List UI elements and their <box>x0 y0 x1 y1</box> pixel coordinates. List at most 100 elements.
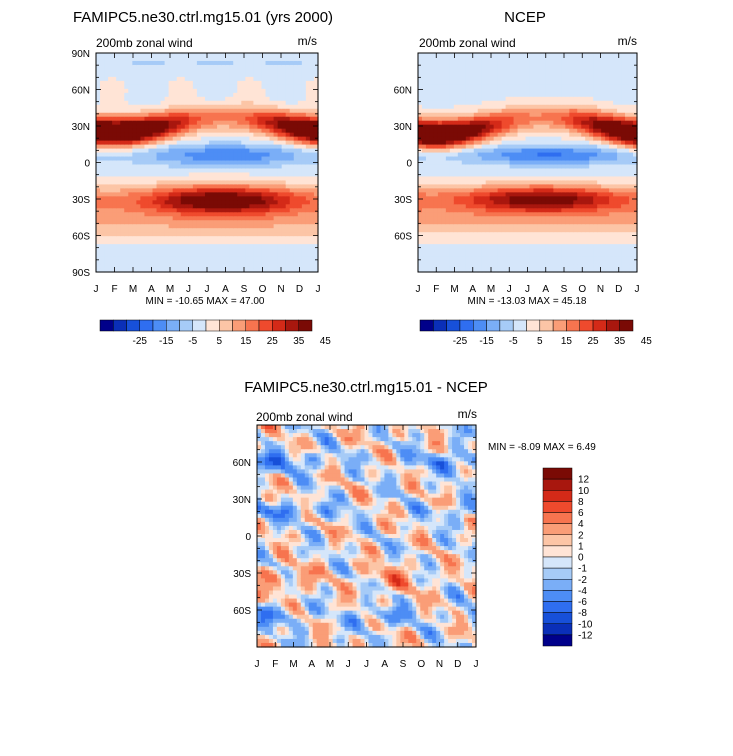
heatmap-cell <box>497 56 503 62</box>
heatmap-cell <box>120 136 125 142</box>
heatmap-cell <box>164 252 170 257</box>
heatmap-cell <box>545 264 550 269</box>
heatmap-cell <box>301 196 307 201</box>
heatmap-cell <box>517 72 523 78</box>
heatmap-cell <box>229 204 234 209</box>
heatmap-cell <box>108 104 113 110</box>
heatmap-cell <box>184 108 190 114</box>
heatmap-cell <box>469 168 475 174</box>
heatmap-cell <box>148 244 154 249</box>
heatmap-cell <box>213 148 218 154</box>
heatmap-cell <box>213 72 218 78</box>
heatmap-cell <box>140 232 146 237</box>
heatmap-cell <box>441 88 447 94</box>
heatmap-cell <box>513 168 519 174</box>
heatmap-cell <box>517 84 523 90</box>
heatmap-cell <box>541 260 547 265</box>
heatmap-cell <box>449 260 455 265</box>
heatmap-cell <box>461 200 467 205</box>
heatmap-cell <box>229 184 234 189</box>
heatmap-cell <box>237 196 242 201</box>
heatmap-cell <box>100 156 105 162</box>
heatmap-cell <box>481 68 487 74</box>
heatmap-cell <box>313 72 319 78</box>
heatmap-cell <box>245 196 250 201</box>
heatmap-cell <box>445 232 451 237</box>
colorbar-box <box>166 319 180 332</box>
heatmap-cell <box>493 168 499 174</box>
heatmap-cell <box>281 180 287 185</box>
heatmap-cell <box>461 124 467 130</box>
heatmap-cell <box>465 100 471 106</box>
heatmap-cell <box>148 96 154 102</box>
heatmap-cell <box>449 168 455 174</box>
heatmap-cell <box>309 216 315 221</box>
heatmap-cell <box>437 180 443 185</box>
heatmap-cell <box>152 156 158 162</box>
heatmap-cell <box>449 228 455 233</box>
heatmap-cell <box>221 208 226 213</box>
heatmap-cell <box>529 208 535 213</box>
heatmap-cell <box>217 232 222 237</box>
heatmap-cell <box>273 144 279 150</box>
heatmap-cell <box>493 256 499 261</box>
heatmap-cell <box>237 53 242 58</box>
heatmap-cell <box>192 248 198 253</box>
heatmap-cell <box>269 200 275 205</box>
heatmap-cell <box>112 108 117 114</box>
heatmap-cell <box>144 252 150 257</box>
heatmap-cell <box>465 56 471 62</box>
heatmap-cell <box>418 152 423 158</box>
heatmap-cell <box>168 53 174 58</box>
heatmap-cell <box>485 200 491 205</box>
heatmap-cell <box>233 128 238 134</box>
heatmap-cell <box>192 100 198 106</box>
heatmap-cell <box>441 80 447 86</box>
heatmap-cell <box>168 228 174 233</box>
heatmap-cell <box>493 152 499 158</box>
heatmap-cell <box>545 124 550 130</box>
heatmap-cell <box>257 200 263 205</box>
heatmap-cell <box>445 240 451 245</box>
heatmap-cell <box>192 152 198 158</box>
heatmap-cell <box>100 160 105 166</box>
heatmap-cell <box>196 152 202 158</box>
heatmap-cell <box>120 160 125 166</box>
heatmap-cell <box>285 164 291 170</box>
heatmap-cell <box>265 200 271 205</box>
heatmap-cell <box>213 264 218 269</box>
heatmap-cell <box>204 108 210 114</box>
heatmap-cell <box>112 204 117 209</box>
heatmap-cell <box>465 112 471 118</box>
heatmap-cell <box>501 68 507 74</box>
heatmap-cell <box>249 120 255 126</box>
heatmap-cell <box>196 108 202 114</box>
heatmap-cell <box>481 176 487 182</box>
heatmap-cell <box>188 168 194 174</box>
heatmap-cell <box>229 100 234 106</box>
heatmap-cell <box>497 124 503 130</box>
heatmap-cell <box>285 64 291 70</box>
heatmap-cell <box>425 128 431 134</box>
heatmap-cell <box>289 124 295 130</box>
heatmap-cell <box>192 53 198 58</box>
heatmap-cell <box>217 68 222 74</box>
heatmap-cell <box>233 104 238 110</box>
heatmap-cell <box>509 216 515 221</box>
heatmap-cell <box>160 53 166 58</box>
heatmap-cell <box>309 124 315 130</box>
heatmap-cell <box>217 216 222 221</box>
heatmap-cell <box>277 92 283 98</box>
heatmap-cell <box>521 64 527 70</box>
heatmap-cell <box>221 64 226 70</box>
heatmap-cell <box>188 64 194 70</box>
heatmap-cell <box>469 200 475 205</box>
heatmap-cell <box>505 144 511 150</box>
heatmap-cell <box>429 216 435 221</box>
heatmap-cell <box>541 160 547 166</box>
heatmap-cell <box>441 216 447 221</box>
heatmap-cell <box>437 124 443 130</box>
heatmap-cell <box>493 76 499 82</box>
heatmap-cell <box>245 68 250 74</box>
heatmap-cell <box>229 252 234 257</box>
